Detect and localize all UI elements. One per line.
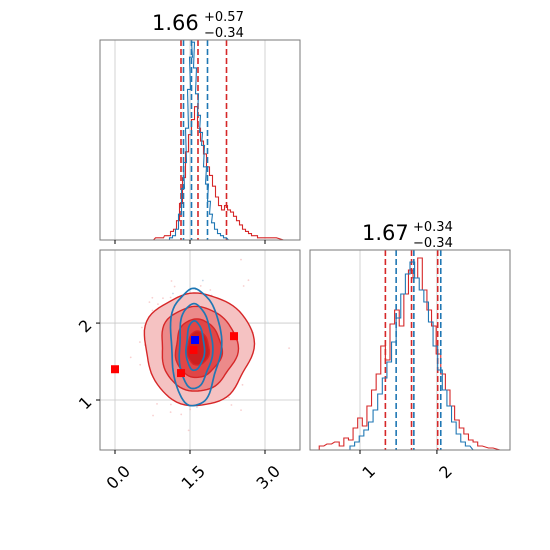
sample-point — [170, 280, 173, 282]
marker-0 — [111, 365, 119, 374]
title-marginal-y: 1.67 — [362, 221, 409, 245]
blue-contour-1 — [178, 302, 214, 390]
sample-point — [140, 326, 143, 329]
sample-point — [189, 408, 192, 411]
sample-point — [157, 303, 159, 306]
x-tick-label: 3.0 — [253, 462, 284, 493]
x-tick-label: 1.5 — [178, 462, 209, 493]
sample-point — [151, 309, 154, 312]
x-tick-label: 0.0 — [103, 462, 134, 493]
sample-point — [187, 429, 190, 432]
x-tick-label: 2 — [435, 462, 456, 483]
sample-point — [152, 414, 154, 417]
sample-point — [241, 383, 244, 386]
axes-frame — [99, 39, 301, 241]
marginal-x-panel — [99, 39, 301, 244]
sample-point — [201, 279, 204, 282]
axes-frame — [99, 249, 301, 451]
sample-point — [242, 285, 245, 287]
sample-point — [156, 402, 158, 405]
sample-point — [138, 341, 141, 343]
sample-point — [209, 289, 212, 291]
sample-point — [170, 403, 172, 406]
sample-point — [240, 409, 242, 412]
sample-point — [240, 258, 242, 261]
histogram-series-0 — [150, 106, 287, 240]
sample-point — [196, 406, 198, 408]
sample-point — [180, 413, 183, 416]
sample-point — [247, 279, 250, 282]
sample-point — [228, 396, 230, 399]
axes-frame — [309, 249, 511, 451]
blue-contour-2 — [185, 319, 206, 372]
joint-panel: 0.0 1.5 3.0 1 2 — [75, 249, 301, 493]
sample-point — [230, 404, 233, 406]
y-tick-label: 1 — [75, 393, 96, 414]
marker-3 — [230, 332, 238, 341]
sample-point — [172, 292, 174, 295]
sample-point — [129, 356, 132, 359]
histogram-series-1 — [166, 41, 232, 240]
title-marginal-y-sub: −0.34 — [413, 236, 453, 251]
sample-point — [148, 301, 151, 304]
title-marginal-x-sub: −0.34 — [204, 26, 244, 41]
sample-point — [139, 363, 142, 366]
sample-point — [288, 347, 291, 349]
sample-point — [169, 296, 172, 299]
sample-point — [173, 285, 176, 288]
histogram-series-1 — [349, 261, 478, 450]
sample-point — [169, 411, 172, 414]
sample-point — [151, 296, 154, 299]
title-marginal-x-sup: +0.57 — [204, 10, 244, 25]
sample-point — [81, 309, 83, 311]
title-marginal-x: 1.66 — [152, 11, 199, 35]
marker-1 — [177, 369, 185, 378]
sample-point — [199, 285, 202, 287]
marker-2 — [189, 346, 198, 354]
marker-4 — [191, 336, 199, 344]
sample-point — [162, 297, 164, 300]
y-tick-label: 2 — [75, 316, 96, 337]
x-tick-label: 1 — [358, 462, 379, 483]
histogram-series-0 — [318, 257, 505, 450]
title-marginal-y-sup: +0.34 — [413, 220, 453, 235]
blue-contour-0 — [169, 287, 223, 407]
